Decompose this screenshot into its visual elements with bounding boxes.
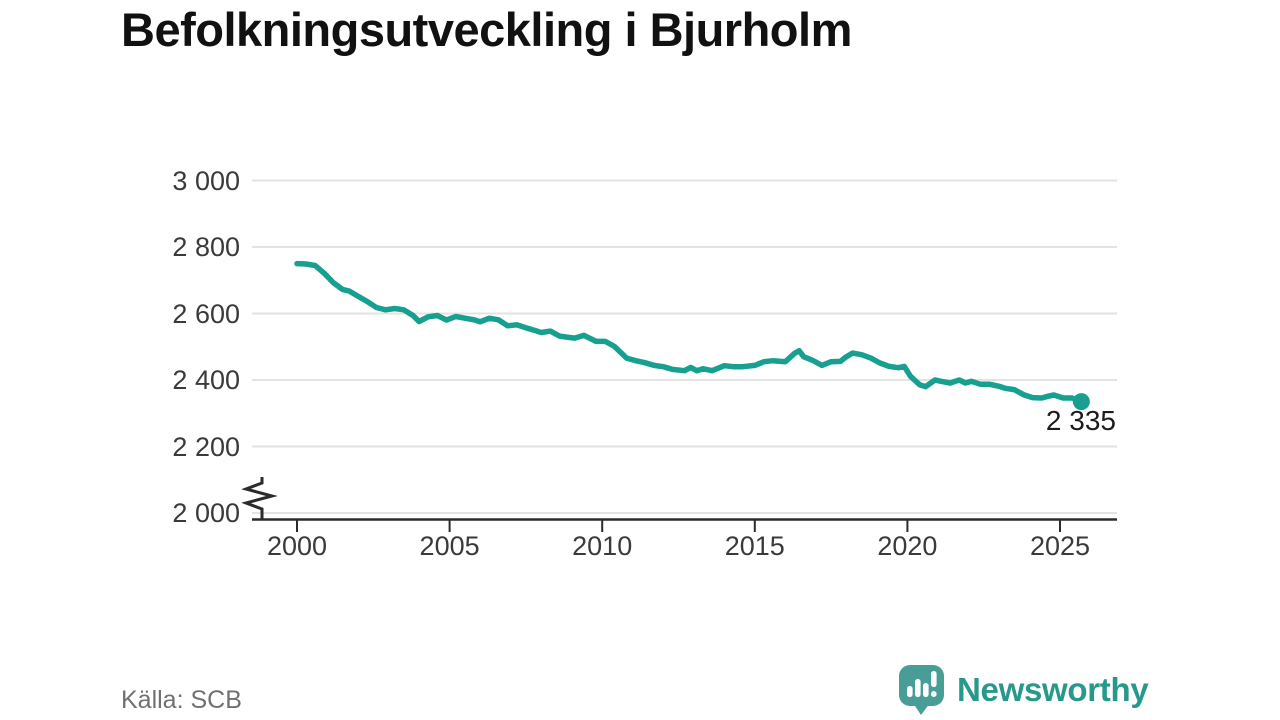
last-value-label: 2 335 [1045,405,1116,436]
y-tick-label: 2 800 [172,232,240,262]
y-tick-label: 2 600 [172,298,240,329]
x-tick-label: 2000 [266,531,328,561]
y-tick-label: 2 400 [172,365,240,395]
y-axis-break-icon [241,477,278,519]
newsworthy-logo-text: Newsworthy [957,671,1149,708]
x-tick-label: 2005 [419,531,480,561]
x-tick-label: 2020 [877,531,938,561]
newsworthy-brand: Newsworthy [897,664,1149,716]
population-series-line [294,260,1085,405]
y-tick-label: 2 000 [172,498,240,528]
source-note: Källa: SCB [121,686,242,714]
x-tick-label: 2015 [724,531,785,561]
x-tick-label: 2025 [1029,531,1091,561]
newsworthy-logo-icon [899,665,944,715]
y-tick-label: 2 200 [172,431,240,462]
page-title: Befolkningsutveckling i Bjurholm [121,3,852,56]
y-tick-label: 3 000 [172,165,240,196]
series-end-dot [1072,393,1090,411]
x-tick-label: 2010 [572,531,633,561]
